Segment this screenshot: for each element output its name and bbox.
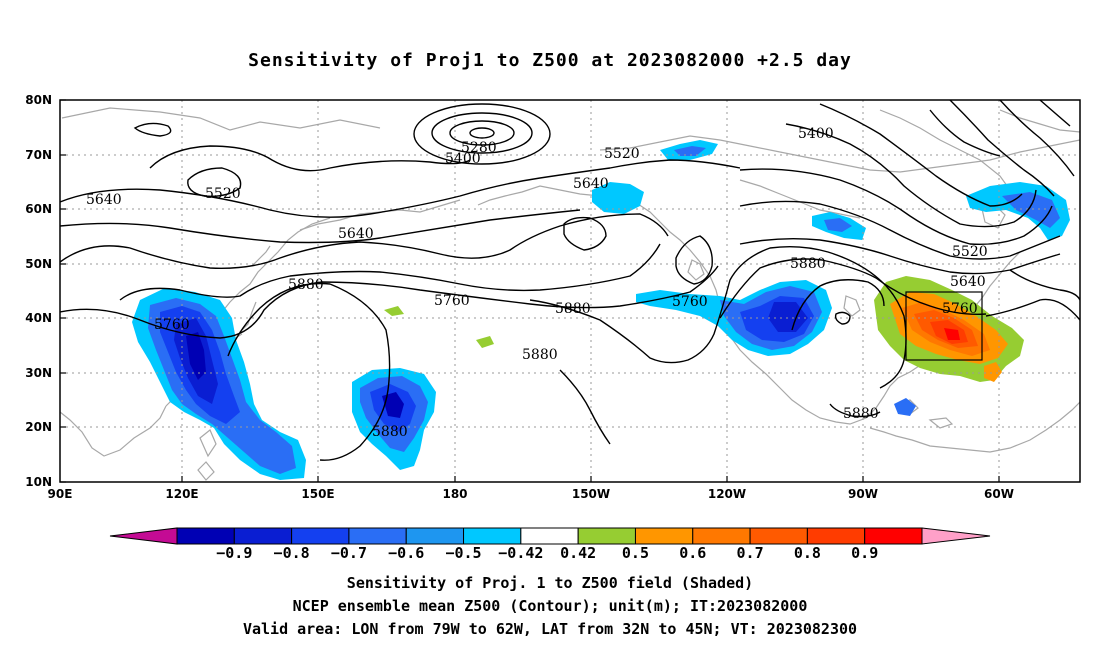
lat-label: 60N (25, 202, 52, 216)
colorbar-swatch (749, 527, 808, 545)
lon-label: 180 (442, 487, 467, 501)
grid-lines (60, 100, 1080, 482)
colorbar-swatch (233, 527, 293, 545)
colorbar-under-triangle (109, 527, 178, 545)
latitude-labels: 80N 70N 60N 50N 40N 30N 20N 10N (25, 93, 52, 489)
colorbar-label: −0.8 (274, 544, 310, 562)
colorbar-over-triangle (921, 527, 991, 545)
contour-label: 5880 (843, 406, 879, 422)
contour-label: 5640 (86, 192, 122, 208)
contour-label: 5520 (952, 244, 988, 260)
valid-area-box (905, 291, 983, 361)
map-frame (59, 99, 1081, 483)
lon-label: 150W (572, 487, 610, 501)
colorbar-label: 0.9 (851, 544, 878, 562)
caption-line-2: NCEP ensemble mean Z500 (Contour); unit(… (292, 597, 808, 615)
contour-label: 5280 (461, 140, 497, 156)
lat-label: 10N (25, 475, 52, 489)
lon-label: 60W (984, 487, 1014, 501)
lat-label: 50N (25, 257, 52, 271)
contour-label-group: 5280 5400 5400 5520 5520 5520 5640 5640 … (86, 126, 988, 440)
colorbar-label: 0.6 (679, 544, 706, 562)
contour-label: 5880 (790, 256, 826, 272)
contour-label: 5880 (555, 301, 591, 317)
contour-label: 5880 (288, 277, 324, 293)
lat-label: 30N (25, 366, 52, 380)
contour-label: 5400 (798, 126, 834, 142)
positive-sensitivity-shading (874, 276, 1024, 382)
colorbar-label: 0.7 (737, 544, 764, 562)
lon-label: 120E (165, 487, 198, 501)
colorbar-label: −0.5 (445, 544, 481, 562)
lon-label: 150E (301, 487, 334, 501)
contour-label: 5880 (522, 347, 558, 363)
colorbar-label: 0.42 (560, 544, 596, 562)
colorbar: −0.9 −0.8 −0.7 −0.6 −0.5 −0.42 0.42 0.5 0.6 0.7 0.… (109, 527, 991, 562)
contour-label: 5520 (205, 186, 241, 202)
contour-label: 5760 (434, 293, 470, 309)
colorbar-label: 0.5 (622, 544, 649, 562)
lat-label: 20N (25, 420, 52, 434)
contour-label: 5400 (445, 151, 481, 167)
lat-label: 40N (25, 311, 52, 325)
colorbar-swatch (806, 527, 866, 545)
longitude-labels: 90E 120E 150E 180 150W 120W 90W 60W (48, 487, 1014, 501)
contour-label: 5520 (604, 146, 640, 162)
colorbar-swatch (692, 527, 751, 545)
colorbar-swatch (520, 527, 579, 545)
colorbar-label: −0.42 (498, 544, 543, 562)
colorbar-swatch (634, 527, 694, 545)
contour-label: 5760 (154, 317, 190, 333)
contour-label: 5760 (672, 294, 708, 310)
colorbar-swatch (864, 527, 923, 545)
caption-line-3: Valid area: LON from 79W to 62W, LAT fro… (242, 620, 858, 638)
colorbar-swatch (348, 527, 407, 545)
caption-line-1: Sensitivity of Proj. 1 to Z500 field (Sh… (346, 574, 754, 592)
colorbar-label: 0.8 (794, 544, 821, 562)
colorbar-label: −0.9 (216, 544, 252, 562)
colorbar-swatch (577, 527, 636, 545)
lon-label: 120W (708, 487, 746, 501)
colorbar-swatch (405, 527, 465, 545)
lon-label: 90E (48, 487, 73, 501)
lat-label: 70N (25, 148, 52, 162)
colorbar-label: −0.6 (388, 544, 424, 562)
lat-label: 80N (25, 93, 52, 107)
contour-label: 5640 (573, 176, 609, 192)
axis-ticks (60, 99, 1000, 483)
colorbar-swatch (463, 527, 522, 545)
contour-label: 5640 (950, 274, 986, 290)
contour-label: 5880 (372, 424, 408, 440)
z500-contours (60, 100, 1080, 461)
contour-label: 5760 (942, 301, 978, 317)
lon-label: 90W (848, 487, 878, 501)
colorbar-label: −0.7 (331, 544, 367, 562)
colorbar-swatch (176, 527, 235, 545)
figure-title: Sensitivity of Proj1 to Z500 at 20230820… (248, 50, 852, 71)
contour-label: 5640 (338, 226, 374, 242)
colorbar-swatch (291, 527, 350, 545)
